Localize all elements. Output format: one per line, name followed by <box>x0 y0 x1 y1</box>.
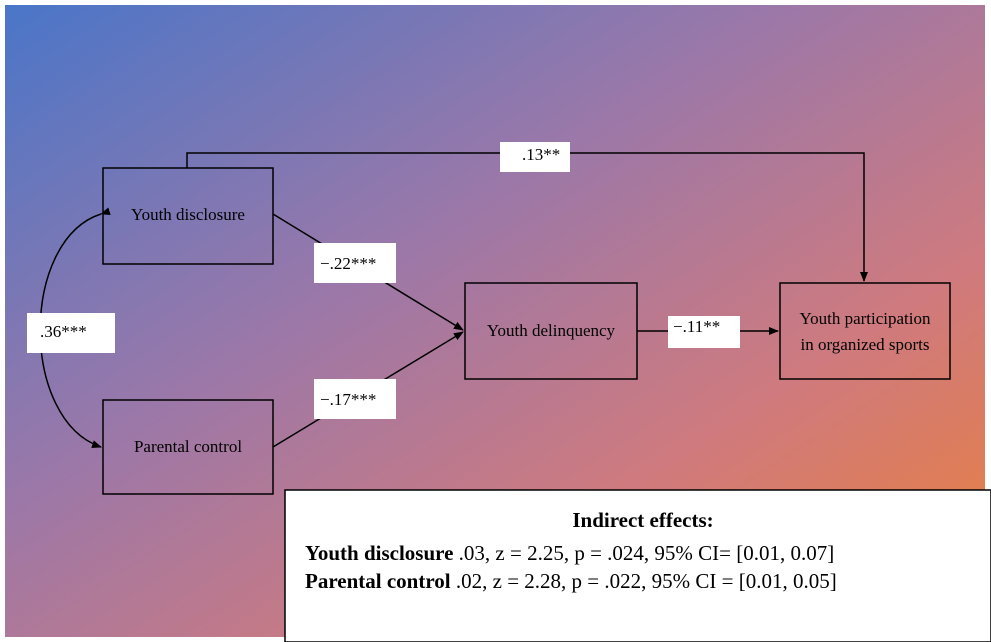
node-label: Parental control <box>134 437 242 456</box>
node-label: Youth participation <box>800 309 931 328</box>
indirect-box <box>284 489 991 642</box>
row-name: Youth disclosure <box>305 541 453 565</box>
indirect-row: Youth disclosure .03, z = 2.25, p = .024… <box>305 541 834 565</box>
row-name: Parental control <box>305 569 451 593</box>
node-box <box>102 167 274 265</box>
indirect-row: Parental control .02, z = 2.28, p = .022… <box>305 569 837 593</box>
node-label: Youth disclosure <box>131 205 245 224</box>
node-box <box>464 282 638 380</box>
path-label: .13** <box>522 145 560 164</box>
node-box <box>102 399 274 495</box>
row-text: .03, z = 2.25, p = .024, 95% CI= [0.01, … <box>453 541 834 565</box>
node-label: Youth delinquency <box>487 321 616 340</box>
label-box <box>668 316 740 348</box>
label-box <box>27 313 115 353</box>
indirect-title: Indirect effects: <box>572 508 713 532</box>
row-text: .02, z = 2.28, p = .022, 95% CI = [0.01,… <box>451 569 837 593</box>
label-box <box>314 379 396 419</box>
node-label: in organized sports <box>800 335 929 354</box>
label-box <box>500 142 570 172</box>
path-label: .36*** <box>40 322 87 341</box>
node-box <box>779 282 951 380</box>
path-label: −.11** <box>673 317 720 336</box>
label-box <box>314 243 396 283</box>
path-label: −.17*** <box>320 390 376 409</box>
path-label: −.22*** <box>320 254 376 273</box>
